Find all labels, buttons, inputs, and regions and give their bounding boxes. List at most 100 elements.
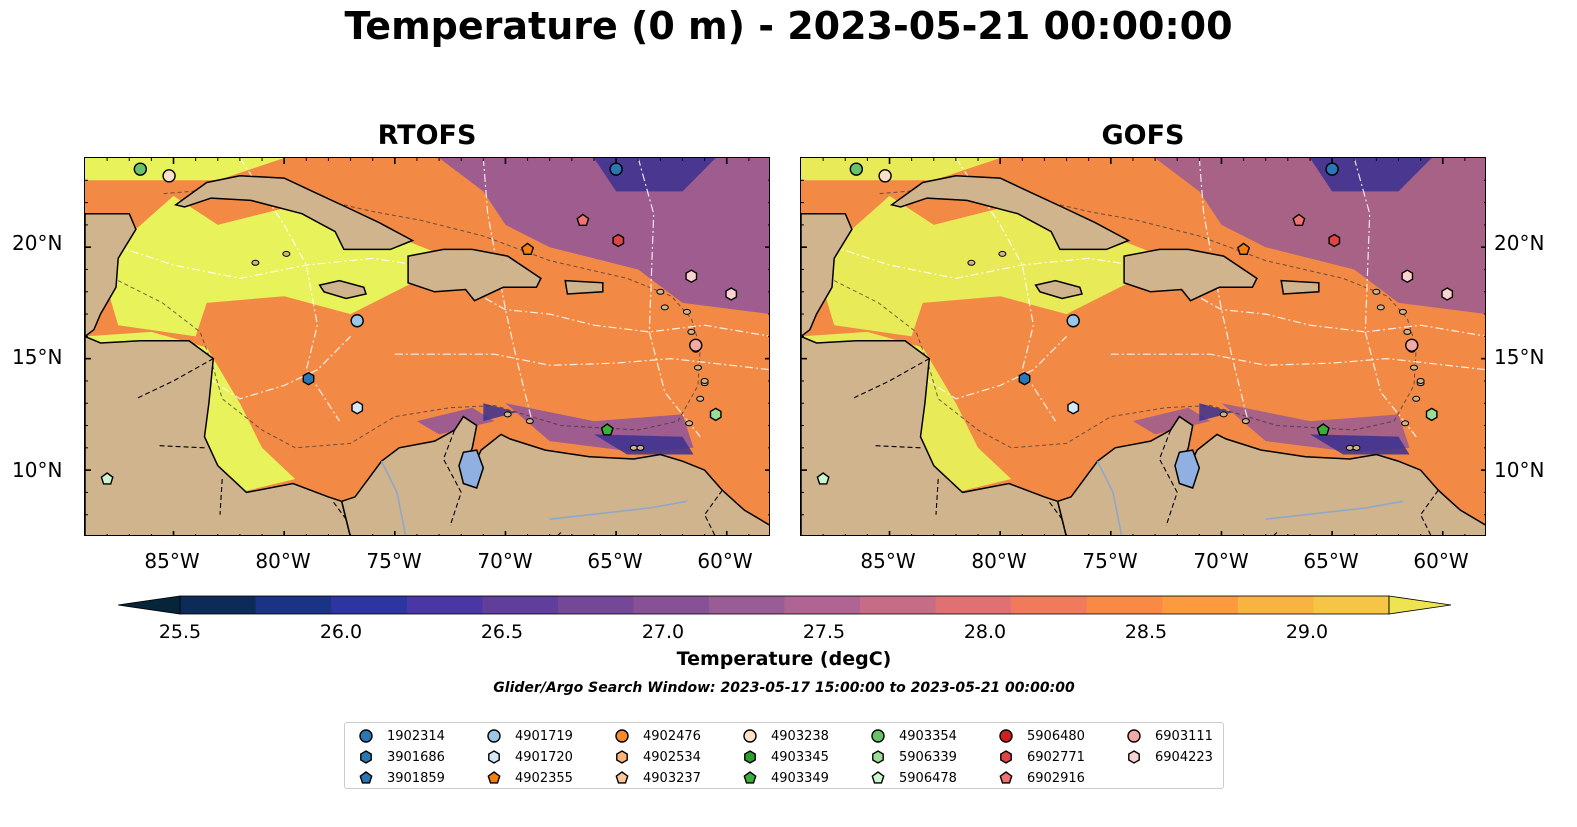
legend-label: 4903237 — [643, 770, 701, 786]
colorbar-bin-5 — [482, 596, 559, 614]
gofs-float-4903354 — [849, 162, 864, 176]
rtofs-depth-contour — [117, 188, 701, 449]
legend-item-4903354: 4903354 — [869, 726, 957, 746]
colorbar-bin-1 — [180, 596, 257, 614]
colorbar-bin-6 — [557, 596, 634, 614]
legend-item-4903345: 4903345 — [741, 747, 829, 767]
rtofs-island-12 — [660, 304, 669, 311]
colorbar-bin-14 — [1162, 596, 1239, 614]
gofs-depth-contour — [833, 188, 1417, 449]
gofs-border-6 — [1419, 489, 1439, 535]
colorbar-extend-high — [1388, 595, 1451, 615]
rtofs-float-6904223 — [725, 287, 738, 301]
legend-label: 6902916 — [1027, 770, 1085, 786]
lat-label-10n-left: 10°N — [12, 458, 63, 482]
lat-label-15n-right: 15°N — [1494, 345, 1545, 369]
rtofs-land-yucatan — [85, 212, 137, 338]
rtofs-land-cuba — [173, 175, 415, 251]
hexagon-marker-icon — [488, 750, 500, 764]
rtofs-island-15 — [282, 250, 291, 257]
gofs-land-cuba — [889, 175, 1131, 251]
legend-label: 4902355 — [515, 770, 573, 786]
legend-label: 3901686 — [387, 749, 445, 765]
rtofs-float-6902771 — [612, 233, 625, 248]
gofs-island-13 — [1372, 288, 1381, 295]
legend-label: 4903345 — [771, 749, 829, 765]
gofs-eez-boundary-4 — [1110, 353, 1485, 371]
colorbar-label: Temperature (degC) — [676, 648, 892, 670]
gofs-float-5906478 — [816, 472, 830, 485]
colorbar-bin-4 — [406, 596, 483, 614]
gofs-island-15 — [998, 250, 1007, 257]
gofs-border-5 — [1273, 532, 1278, 535]
rtofs-island-5 — [696, 395, 705, 402]
gofs-float-6903111 — [1405, 338, 1419, 352]
colorbar-tick-28-0: 28.0 — [963, 621, 1007, 643]
gofs-float-6904223 — [1441, 287, 1454, 301]
colorbar-bin-15 — [1237, 596, 1314, 614]
rtofs-island-4 — [685, 420, 694, 427]
hexagon-marker-icon — [1128, 750, 1140, 764]
circle-marker-icon — [871, 729, 885, 743]
gofs-border-0 — [851, 358, 930, 400]
rtofs-float-4903349 — [600, 423, 614, 436]
colorbar-bin-7 — [633, 596, 710, 614]
gofs-island-12 — [1376, 304, 1385, 311]
legend-item-4903237: 4903237 — [613, 768, 701, 788]
gofs-float-4901719 — [1066, 314, 1080, 328]
rtofs-land-hispaniola — [407, 248, 542, 302]
gofs-float-4903349 — [1316, 423, 1330, 436]
circle-marker-icon — [487, 729, 501, 743]
rtofs-border-6 — [703, 489, 723, 535]
rtofs-float-6903111 — [689, 338, 703, 352]
legend-label: 5906339 — [899, 749, 957, 765]
lon-label-70w-right: 70°W — [1193, 549, 1249, 573]
colorbar-bin-11 — [935, 596, 1012, 614]
gofs-island-3 — [1219, 411, 1228, 418]
rtofs-cool-water-2 — [416, 407, 495, 435]
gofs-island-4 — [1401, 420, 1410, 427]
colorbar-frame — [179, 595, 1390, 615]
rtofs-eez-boundary-3 — [637, 158, 701, 438]
rtofs-island-3 — [503, 411, 512, 418]
gofs-eez-boundary-2 — [1198, 158, 1249, 422]
rtofs-panel-title: RTOFS — [377, 120, 477, 151]
float-legend: 1902314 3901686 3901859 4901719 4901720 49023… — [344, 722, 1224, 789]
lat-label-20n-left: 20°N — [12, 231, 63, 255]
gofs-cool-water-2 — [1132, 407, 1211, 435]
lon-label-60w-left: 60°W — [697, 549, 753, 573]
legend-item-4901720: 4901720 — [485, 747, 573, 767]
colorbar-bin-10 — [860, 596, 937, 614]
pentagon-marker-icon — [359, 771, 373, 784]
gofs-warm-water-2 — [801, 158, 1001, 181]
lat-label-10n-right: 10°N — [1494, 458, 1545, 482]
gofs-river-1 — [1265, 500, 1404, 520]
colorbar-bin-13 — [1086, 596, 1163, 614]
rtofs-eez-boundary-5 — [195, 335, 351, 400]
search-window-caption: Glider/Argo Search Window: 2023-05-17 15… — [493, 680, 1075, 696]
lon-label-80w-right: 80°W — [971, 549, 1027, 573]
gofs-border-4 — [1158, 429, 1178, 527]
rtofs-island-13 — [656, 288, 665, 295]
colorbar-tick-26-5: 26.5 — [480, 621, 524, 643]
gofs-land-hispaniola — [1123, 248, 1258, 302]
rtofs-float-4903238 — [162, 169, 176, 183]
gofs-land-yucatan — [801, 212, 853, 338]
circle-marker-icon — [999, 729, 1013, 743]
gofs-border-3 — [1048, 500, 1063, 520]
colorbar-tick-27-5: 27.5 — [802, 621, 846, 643]
rtofs-border-0 — [135, 358, 214, 400]
rtofs-float-4901719 — [350, 314, 364, 328]
legend-label: 5906480 — [1027, 728, 1085, 744]
legend-item-4901719: 4901719 — [485, 726, 573, 746]
gofs-lake-maracaibo — [1174, 449, 1201, 489]
rtofs-float-5906339 — [709, 407, 722, 422]
rtofs-eez-boundary-4 — [394, 353, 769, 371]
colorbar-bin-16 — [1313, 596, 1390, 614]
legend-label: 6904223 — [1155, 749, 1213, 765]
gofs-island-8 — [1416, 377, 1425, 384]
pentagon-marker-icon — [487, 771, 501, 784]
legend-label: 4903238 — [771, 728, 829, 744]
lon-label-80w-left: 80°W — [255, 549, 311, 573]
rtofs-map — [84, 157, 770, 536]
